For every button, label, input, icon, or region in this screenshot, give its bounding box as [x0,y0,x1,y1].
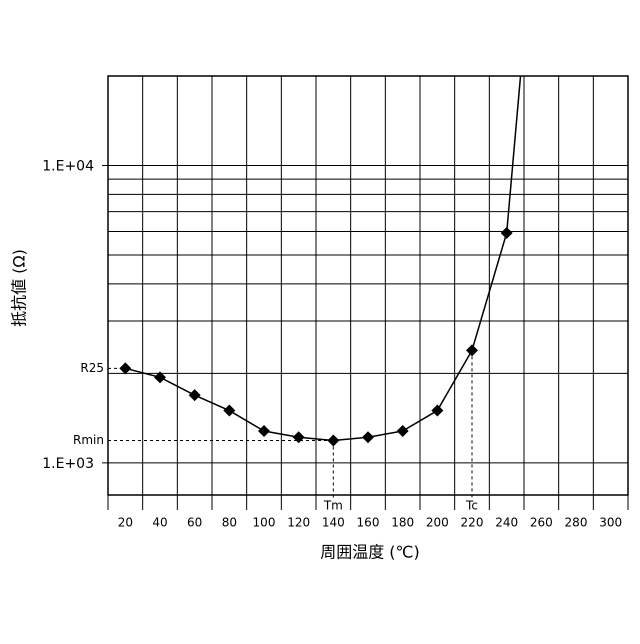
data-marker [466,344,478,356]
reference-label: Rmin [73,433,104,447]
y-tick-label: 1.E+04 [42,159,94,175]
reference-label: Tm [323,499,343,513]
x-tick-label: 300 [599,516,622,530]
x-tick-label: 140 [322,516,345,530]
data-marker [327,434,339,446]
data-marker [293,431,305,443]
y-axis-title: 抵抗値 (Ω) [10,249,29,327]
data-marker [431,405,443,417]
x-tick-label: 60 [187,516,202,530]
chart: 周囲温度 (℃) 抵抗値 (Ω) 1.E+03 1.E+04 20 40 60 80 100… [0,0,640,640]
data-line [125,76,520,440]
x-tick-label: 180 [391,516,414,530]
data-marker [119,362,131,374]
data-marker [397,425,409,437]
x-tick-label: 40 [152,516,167,530]
data-marker [362,431,374,443]
x-tick-label: 80 [222,516,237,530]
x-tick-label: 160 [357,516,380,530]
data-marker [258,425,270,437]
x-tick-label: 200 [426,516,449,530]
reference-label: R25 [80,361,104,375]
data-marker [189,389,201,401]
x-tick-label: 120 [287,516,310,530]
data-marker [223,405,235,417]
x-axis-title: 周囲温度 (℃) [320,543,420,562]
x-tick-label: 20 [118,516,133,530]
x-tick-label: 280 [565,516,588,530]
data-marker [501,227,513,239]
x-tick-label: 260 [530,516,553,530]
x-tick-label: 240 [495,516,518,530]
y-tick-label: 1.E+03 [42,456,94,472]
x-tick-label: 100 [253,516,276,530]
reference-label: Tc [465,499,478,513]
x-tick-label: 220 [461,516,484,530]
